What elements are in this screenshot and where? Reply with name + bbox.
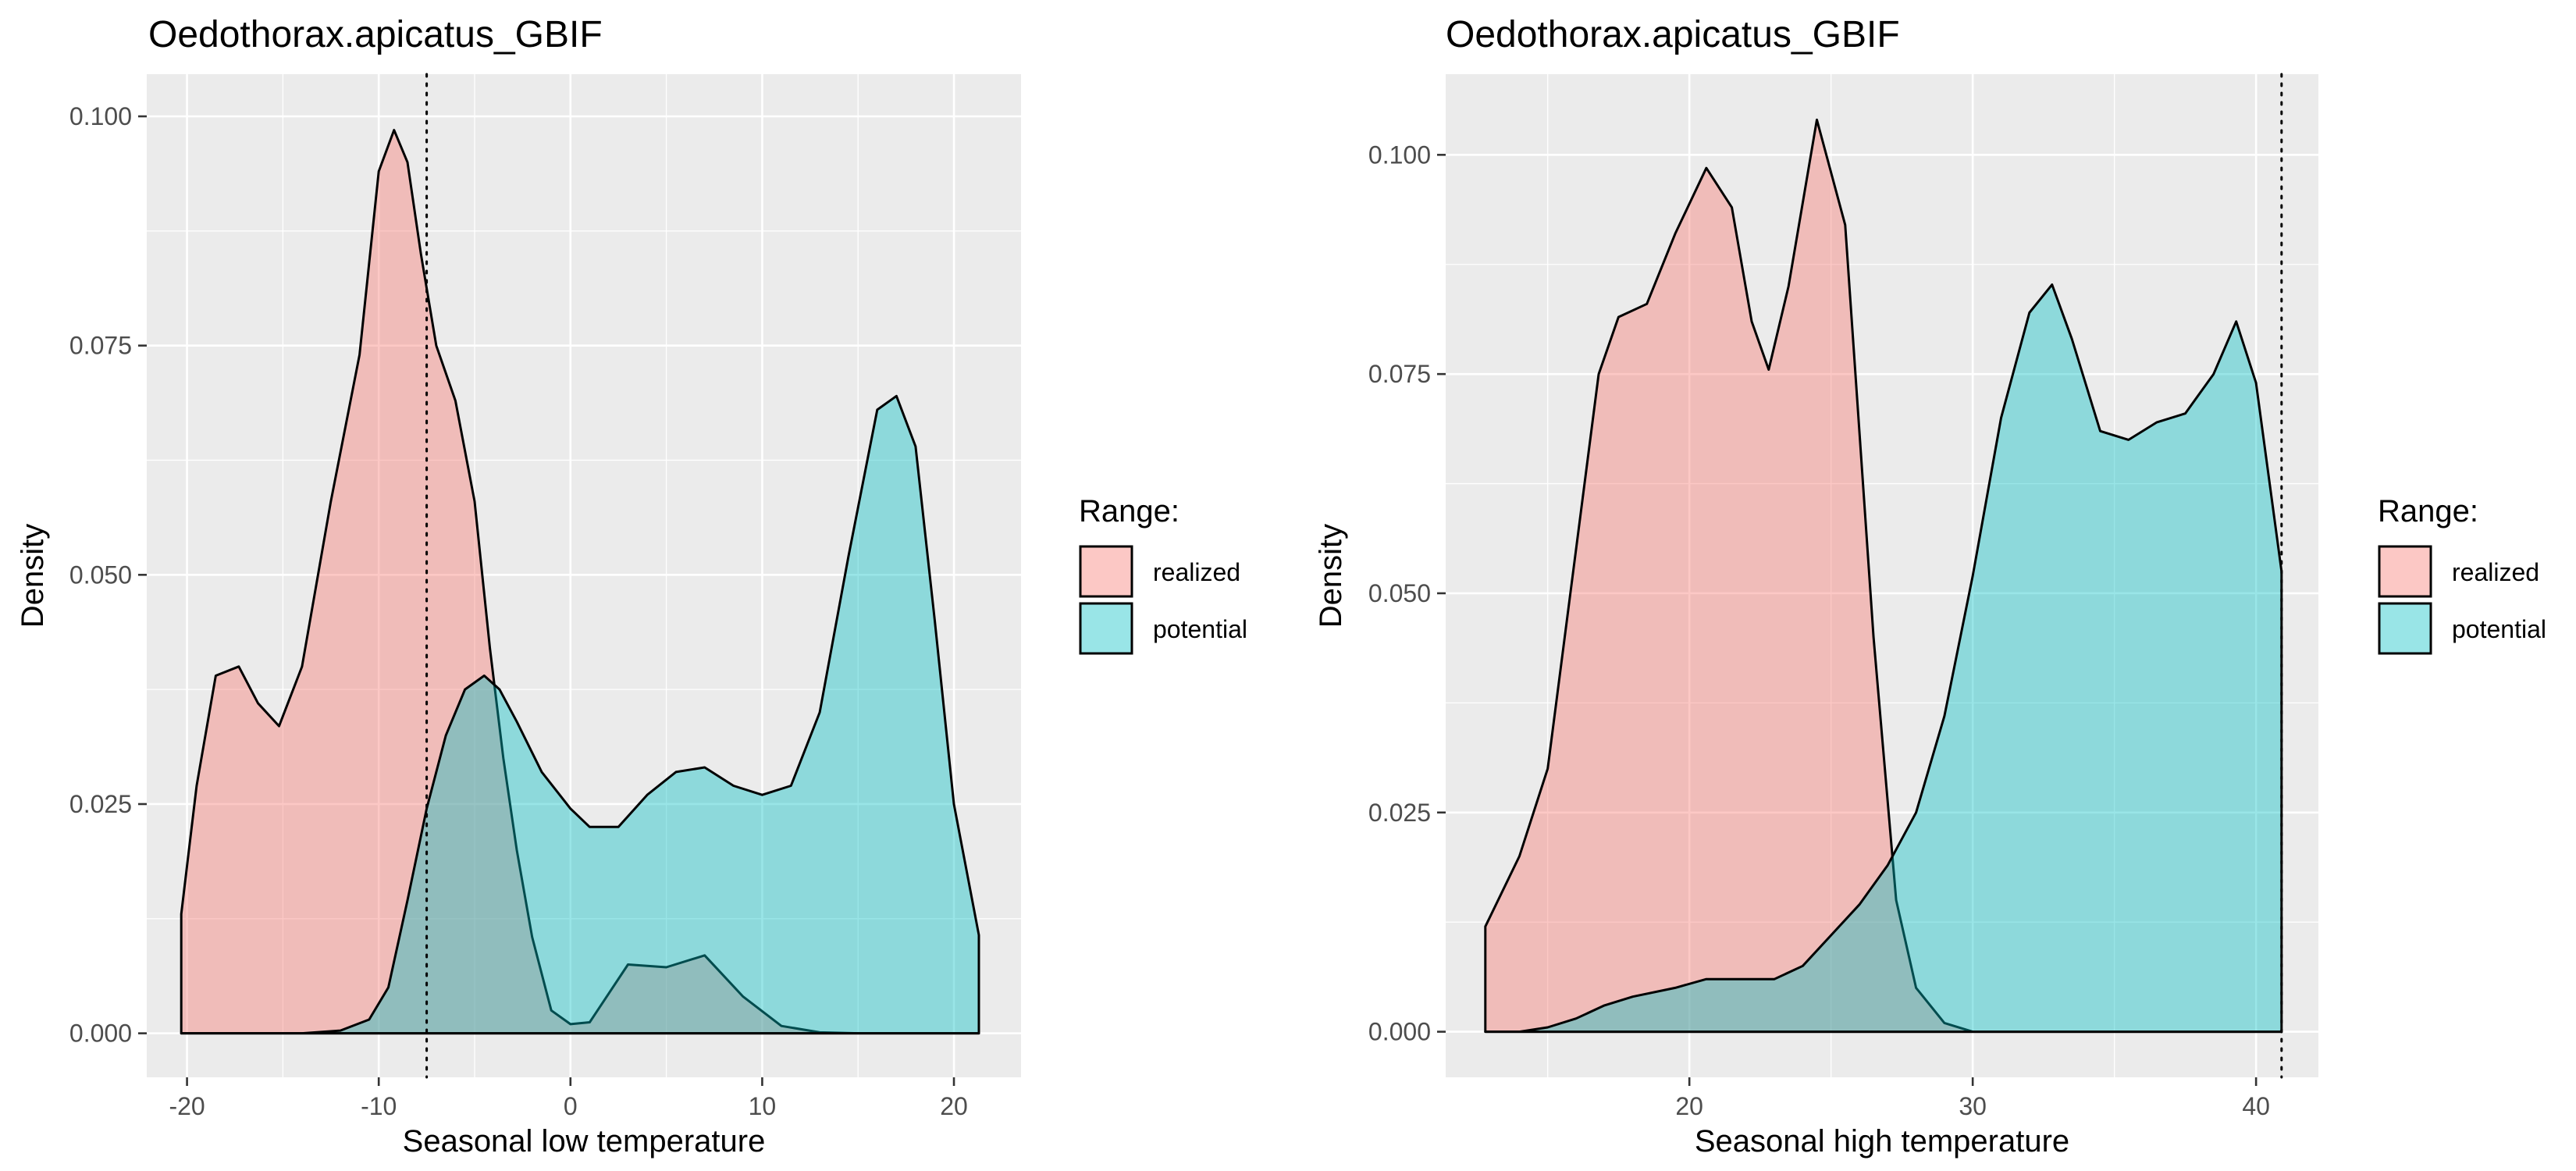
x-tick-label: 20 <box>1675 1092 1703 1120</box>
legend-key-border <box>2378 602 2432 655</box>
density-area-potential <box>1484 283 2283 1034</box>
legend-key-potential <box>1079 602 1133 655</box>
x-tick-label: 20 <box>940 1092 968 1120</box>
x-tick-label: -10 <box>361 1092 397 1120</box>
x-tick-label: 10 <box>749 1092 777 1120</box>
chart-seasonal-high: 20 30 40 0.000 0.025 0.050 0.075 0.100 Oedothora… <box>1314 14 2546 1159</box>
y-tick-label: 0.025 <box>69 790 132 818</box>
legend-key-potential <box>2378 602 2432 655</box>
chart-seasonal-low: -20 -10 0 10 20 0.000 0.025 0.050 0.075 0.100 Oedo… <box>16 14 1247 1159</box>
y-tick-label: 0.050 <box>69 561 132 589</box>
legend-label-potential: potential <box>1153 615 1247 643</box>
legend-key-realized <box>1079 545 1133 598</box>
legend-title: Range: <box>1079 494 1179 529</box>
panel-background <box>1446 74 2318 1077</box>
axis-ticks: 20 30 40 0.000 0.025 0.050 0.075 0.100 <box>1368 141 2270 1120</box>
y-axis-title: Density <box>16 524 50 628</box>
chart-title: Oedothorax.apicatus_GBIF <box>148 14 603 55</box>
y-axis-title: Density <box>1314 524 1348 628</box>
y-tick-label: 0.100 <box>69 102 132 130</box>
y-tick-label: 0.050 <box>1368 579 1431 607</box>
legend-key-border <box>1079 602 1133 655</box>
axis-ticks: -20 -10 0 10 20 0.000 0.025 0.050 0.075 0.100 <box>69 102 968 1120</box>
legend-key-realized <box>2378 545 2432 598</box>
y-tick-label: 0.075 <box>1368 360 1431 388</box>
y-tick-label: 0.000 <box>1368 1018 1431 1046</box>
x-axis-title: Seasonal high temperature <box>1695 1124 2069 1159</box>
density-area-potential <box>180 394 980 1035</box>
y-tick-label: 0.100 <box>1368 141 1431 169</box>
legend: Range: realized potential <box>1079 494 1247 655</box>
legend-key-border <box>2378 545 2432 598</box>
x-tick-label: -20 <box>169 1092 205 1120</box>
y-tick-label: 0.075 <box>69 332 132 360</box>
y-tick-label: 0.000 <box>69 1020 132 1048</box>
y-tick-label: 0.025 <box>1368 799 1431 827</box>
x-tick-label: 40 <box>2242 1092 2270 1120</box>
x-tick-label: 0 <box>564 1092 578 1120</box>
chart-title: Oedothorax.apicatus_GBIF <box>1446 14 1900 55</box>
density-area-realized <box>180 129 980 1035</box>
legend: Range: realized potential <box>2378 494 2546 655</box>
major-gridlines <box>147 74 1021 1077</box>
x-axis-title: Seasonal low temperature <box>403 1124 766 1159</box>
legend-label-realized: realized <box>1153 558 1240 586</box>
legend-label-realized: realized <box>2452 558 2539 586</box>
x-tick-label: 30 <box>1959 1092 1987 1120</box>
legend-title: Range: <box>2378 494 2478 529</box>
legend-key-border <box>1079 545 1133 598</box>
legend-label-potential: potential <box>2452 615 2546 643</box>
minor-gridlines <box>1446 74 2318 1077</box>
